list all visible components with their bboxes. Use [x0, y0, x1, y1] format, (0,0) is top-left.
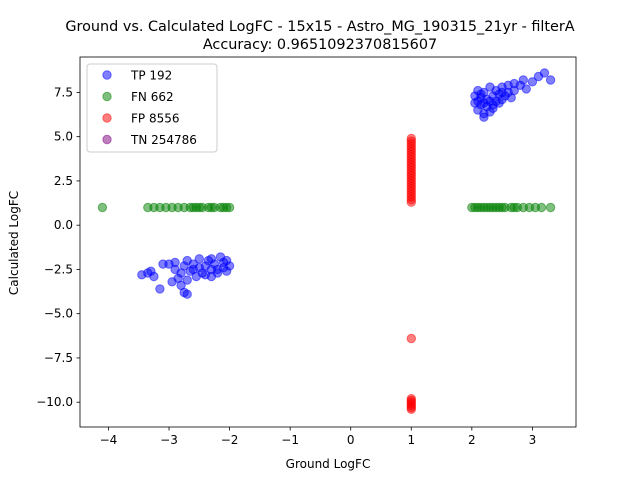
- data-point: [527, 77, 538, 87]
- data-point: [488, 103, 498, 114]
- x-tick-label: −1: [281, 433, 299, 447]
- data-point: [509, 78, 519, 89]
- chart-title: Ground vs. Calculated LogFC - 15x15 - As…: [65, 19, 574, 35]
- x-tick-label: −4: [100, 433, 118, 447]
- x-tick-label: 0: [347, 433, 355, 447]
- data-point: [497, 202, 507, 213]
- y-tick-label: −5.0: [44, 307, 73, 321]
- data-point: [182, 275, 192, 285]
- data-point: [194, 202, 205, 213]
- series-fn: [97, 202, 556, 213]
- y-tick-label: −2.5: [44, 262, 73, 276]
- y-tick-label: 0.0: [54, 218, 73, 232]
- legend-label: FN 662: [131, 90, 174, 104]
- y-axis-label: Calculated LogFC: [7, 191, 21, 295]
- legend-box: [86, 63, 218, 153]
- legend-label: FP 8556: [131, 112, 180, 126]
- y-tick-label: 5.0: [54, 130, 73, 144]
- data-point: [479, 112, 489, 122]
- data-point: [200, 270, 211, 280]
- data-point: [406, 333, 416, 344]
- data-point: [545, 202, 556, 213]
- legend-marker: [102, 70, 112, 80]
- data-point: [97, 202, 108, 213]
- data-point: [518, 75, 528, 85]
- data-point: [149, 271, 159, 282]
- x-tick-label: −3: [160, 433, 178, 447]
- x-axis-label: Ground LogFC: [286, 457, 371, 471]
- data-point: [509, 202, 519, 213]
- legend-label: TN 254786: [130, 133, 197, 147]
- data-point: [476, 89, 486, 99]
- legend-label: TP 192: [130, 69, 172, 83]
- data-point: [218, 202, 229, 213]
- data-point: [170, 257, 180, 268]
- y-tick-label: 7.5: [54, 85, 73, 99]
- plot-area: −4 −3 −2 −1 0 1 2 3 −10.0 −7.5 −5.0 −2.5 0.0 2.5 5.0 7.…: [36, 56, 577, 447]
- x-tick-label: 1: [407, 433, 415, 447]
- data-point: [406, 194, 416, 205]
- series-fp: [406, 133, 416, 414]
- legend-marker: [102, 113, 112, 123]
- y-tick-label: −7.5: [44, 351, 73, 365]
- data-point: [539, 68, 550, 78]
- data-point: [545, 75, 556, 85]
- axes-frame: [79, 56, 577, 428]
- legend: TP 192 FN 662 FP 8556 TN 254786: [86, 63, 218, 153]
- x-tick-label: 2: [468, 433, 476, 447]
- chart-subtitle: Accuracy: 0.9651092370815607: [203, 37, 437, 53]
- x-tick-label: −2: [221, 433, 239, 447]
- series-tp: [137, 68, 556, 299]
- data-point: [194, 254, 205, 264]
- data-point: [182, 289, 192, 299]
- data-point: [155, 284, 165, 294]
- legend-marker: [102, 91, 112, 102]
- data-point: [188, 264, 199, 275]
- data-point: [224, 261, 235, 271]
- data-point: [497, 87, 507, 98]
- data-point: [536, 202, 547, 213]
- y-tick-label: −10.0: [36, 395, 73, 409]
- data-point: [212, 264, 223, 275]
- legend-marker: [102, 134, 112, 145]
- data-point: [206, 254, 217, 264]
- data-point: [406, 402, 416, 413]
- data-point: [206, 202, 217, 213]
- x-tick-label: 3: [529, 433, 537, 447]
- data-point: [521, 84, 531, 94]
- y-tick-label: 2.5: [54, 174, 73, 188]
